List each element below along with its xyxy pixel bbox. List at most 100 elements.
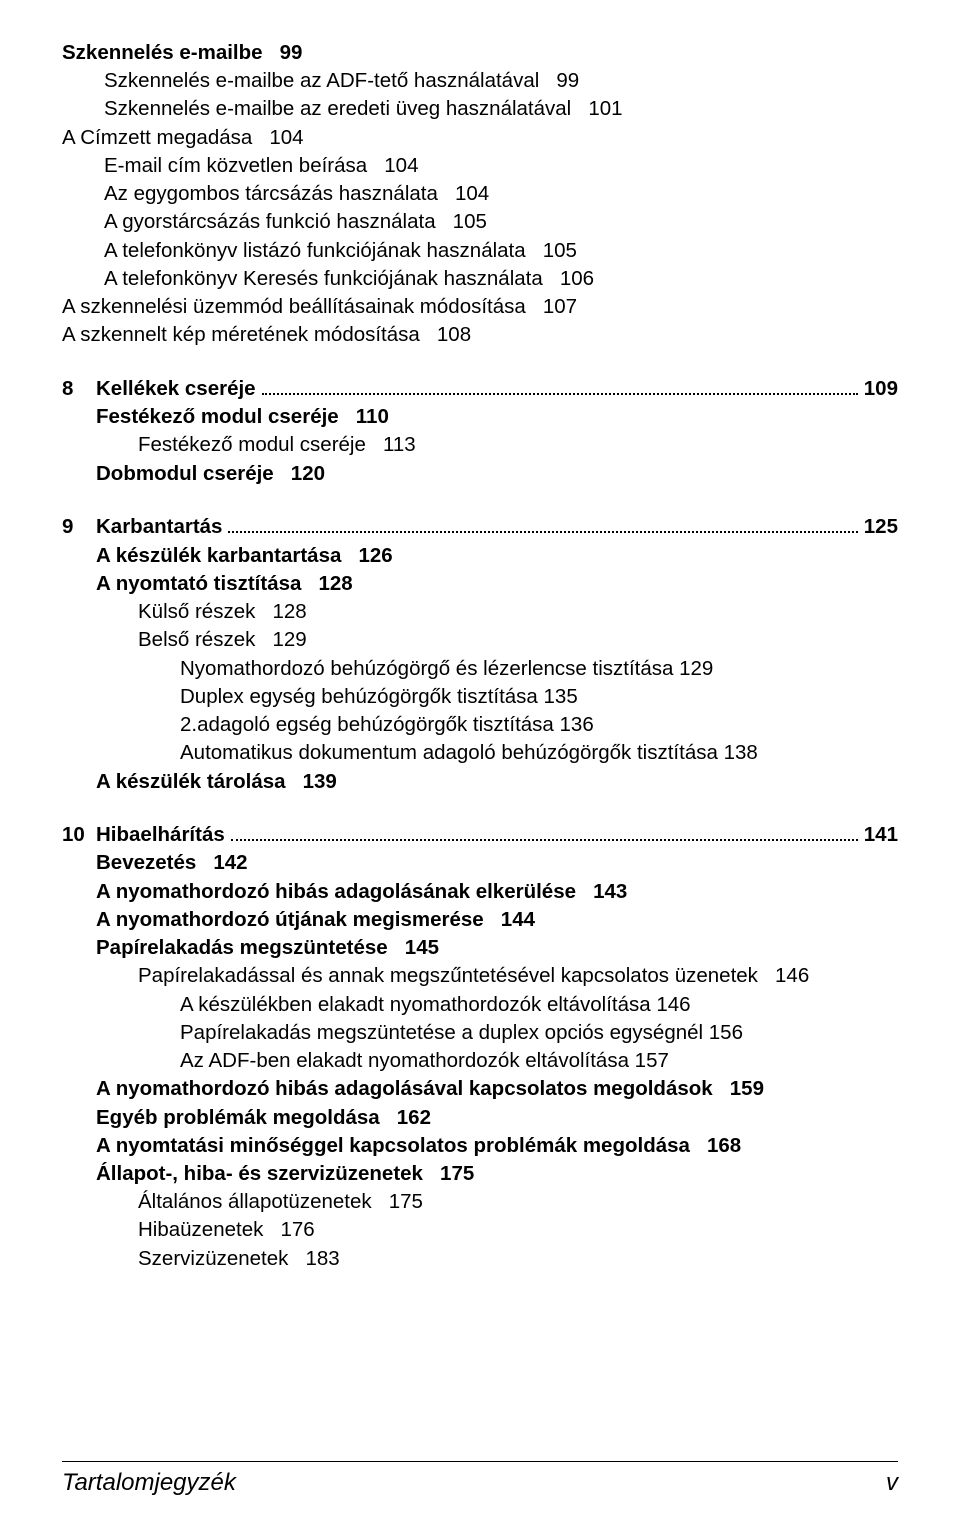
toc-page: 141	[864, 822, 898, 848]
toc-entry: Szkennelés e-mailbe az ADF-tető használa…	[62, 68, 898, 94]
footer-right: v	[886, 1468, 898, 1499]
toc-page: 168	[690, 1133, 741, 1159]
toc-page: 109	[864, 376, 898, 402]
toc-entry: A készülék tárolása 139	[62, 769, 898, 795]
toc-label: Papírelakadással és annak megszűntetésév…	[138, 963, 758, 989]
toc-entry: A nyomathordozó útjának megismerése 144	[62, 907, 898, 933]
toc-label: Szervizüzenetek	[138, 1246, 288, 1272]
toc-entry: Papírelakadás megszüntetése a duplex opc…	[62, 1020, 898, 1046]
chapter-number: 8	[62, 376, 96, 402]
toc-entry: E-mail cím közvetlen beírása 104	[62, 153, 898, 179]
toc-label: A nyomtató tisztítása	[96, 571, 301, 597]
toc-entry: Papírelakadással és annak megszűntetésév…	[62, 963, 898, 989]
toc-label: Állapot-, hiba- és szervizüzenetek	[96, 1161, 423, 1187]
toc-entry: Duplex egység behúzógörgők tisztítása 13…	[62, 684, 898, 710]
toc-entry: Automatikus dokumentum adagoló behúzógör…	[62, 740, 898, 766]
toc-page: 125	[864, 514, 898, 540]
toc-label: E-mail cím közvetlen beírása	[104, 153, 367, 179]
toc-label: A gyorstárcsázás funkció használata	[104, 209, 436, 235]
toc-page: 99	[539, 68, 579, 94]
toc-label: A nyomathordozó útjának megismerése	[96, 907, 484, 933]
toc-entry: A gyorstárcsázás funkció használata 105	[62, 209, 898, 235]
toc-page: 104	[367, 153, 418, 179]
toc-entry: A szkennelési üzemmód beállításainak mód…	[62, 294, 898, 320]
toc-entry: A készülékben elakadt nyomathordozók elt…	[62, 992, 898, 1018]
toc-entry: Bevezetés 142	[62, 850, 898, 876]
footer-left: Tartalomjegyzék	[62, 1468, 236, 1499]
toc-page: 159	[713, 1076, 764, 1102]
toc-label: Az ADF-ben elakadt nyomathordozók eltávo…	[180, 1048, 669, 1074]
toc-label: A szkennelési üzemmód beállításainak mód…	[62, 294, 526, 320]
toc-page: 101	[571, 96, 622, 122]
toc-label: Hibaelhárítás	[96, 822, 225, 848]
toc-entry: A szkennelt kép méretének módosítása 108	[62, 322, 898, 348]
toc-label: A készülék tárolása	[96, 769, 286, 795]
toc-page: 175	[372, 1189, 423, 1215]
toc-page: 105	[436, 209, 487, 235]
toc-entry: 2.adagoló egség behúzógörgők tisztítása …	[62, 712, 898, 738]
toc-entry: Szkennelés e-mailbe 99	[62, 40, 898, 66]
toc-entry: Állapot-, hiba- és szervizüzenetek 175	[62, 1161, 898, 1187]
toc-label: A nyomathordozó hibás adagolásának elker…	[96, 879, 576, 905]
toc-page: 162	[380, 1105, 431, 1131]
toc-entry: A nyomtatási minőséggel kapcsolatos prob…	[62, 1133, 898, 1159]
toc-label: Automatikus dokumentum adagoló behúzógör…	[180, 740, 758, 766]
dot-leaders	[262, 375, 858, 395]
chapter-number: 10	[62, 822, 96, 848]
toc-label: A nyomathordozó hibás adagolásával kapcs…	[96, 1076, 713, 1102]
toc-entry: A nyomathordozó hibás adagolásával kapcs…	[62, 1076, 898, 1102]
toc-page: 129	[255, 627, 306, 653]
toc-page: 108	[420, 322, 471, 348]
toc-label: Karbantartás	[96, 514, 222, 540]
toc-page: 183	[288, 1246, 339, 1272]
toc-entry: Egyéb problémák megoldása 162	[62, 1105, 898, 1131]
toc-page: 128	[301, 571, 352, 597]
toc-page: 104	[252, 125, 303, 151]
toc-section: 8Kellékek cseréje 109 Festékező modul cse…	[62, 375, 898, 487]
toc-label: Kellékek cseréje	[96, 376, 256, 402]
toc-entry: A telefonkönyv Keresés funkciójának hasz…	[62, 266, 898, 292]
toc-page: 105	[526, 238, 577, 264]
toc-label: A telefonkönyv Keresés funkciójának hasz…	[104, 266, 543, 292]
toc-label: Duplex egység behúzógörgők tisztítása 13…	[180, 684, 578, 710]
toc-label: Belső részek	[138, 627, 255, 653]
toc-entry: Az ADF-ben elakadt nyomathordozók eltávo…	[62, 1048, 898, 1074]
toc-section: 10Hibaelhárítás 141Bevezetés 142 A nyomat…	[62, 821, 898, 1272]
toc-entry: Szervizüzenetek 183	[62, 1246, 898, 1272]
toc-entry: 10Hibaelhárítás 141	[62, 821, 898, 849]
toc-label: Bevezetés	[96, 850, 196, 876]
toc-page: 126	[341, 543, 392, 569]
toc-page: 139	[286, 769, 337, 795]
toc-label: A telefonkönyv listázó funkciójának hasz…	[104, 238, 526, 264]
toc-label: Festékező modul cseréje	[138, 432, 366, 458]
toc-label: Nyomathordozó behúzógörgő és lézerlencse…	[180, 656, 713, 682]
toc-label: Külső részek	[138, 599, 255, 625]
toc-entry: Festékező modul cseréje 113	[62, 432, 898, 458]
toc-entry: Papírelakadás megszüntetése 145	[62, 935, 898, 961]
toc-entry: Dobmodul cseréje 120	[62, 461, 898, 487]
chapter-number: 9	[62, 514, 96, 540]
toc-entry: A készülék karbantartása 126	[62, 543, 898, 569]
toc-page: 144	[484, 907, 535, 933]
dot-leaders	[228, 513, 857, 533]
toc-entry: A telefonkönyv listázó funkciójának hasz…	[62, 238, 898, 264]
toc-entry: 9Karbantartás 125	[62, 513, 898, 541]
toc-entry: 8Kellékek cseréje 109	[62, 375, 898, 403]
toc-entry: Belső részek 129	[62, 627, 898, 653]
toc-page: 113	[366, 432, 416, 458]
toc-label: Szkennelés e-mailbe az eredeti üveg hasz…	[104, 96, 571, 122]
toc-label: A készülék karbantartása	[96, 543, 341, 569]
toc-entry: Az egygombos tárcsázás használata 104	[62, 181, 898, 207]
toc-section: 9Karbantartás 125A készülék karbantartás…	[62, 513, 898, 795]
toc-label: Általános állapotüzenetek	[138, 1189, 372, 1215]
toc-entry: A nyomathordozó hibás adagolásának elker…	[62, 879, 898, 905]
toc-page: 146	[758, 963, 809, 989]
toc-page: 107	[526, 294, 577, 320]
toc-entry: Nyomathordozó behúzógörgő és lézerlencse…	[62, 656, 898, 682]
toc-label: Szkennelés e-mailbe az ADF-tető használa…	[104, 68, 539, 94]
toc-page: 145	[388, 935, 439, 961]
footer-rule	[62, 1461, 898, 1462]
toc-label: Egyéb problémák megoldása	[96, 1105, 380, 1131]
toc-label: A Címzett megadása	[62, 125, 252, 151]
toc-page: 176	[263, 1217, 314, 1243]
